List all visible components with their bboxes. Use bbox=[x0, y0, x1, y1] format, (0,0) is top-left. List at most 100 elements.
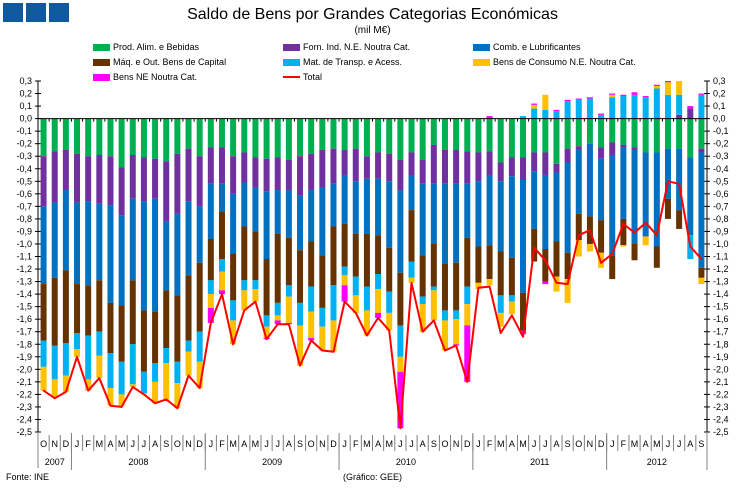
bar-segment bbox=[609, 142, 616, 155]
bar-segment bbox=[464, 286, 471, 305]
bar-segment bbox=[464, 325, 471, 382]
bar-segment bbox=[285, 285, 292, 297]
month-label: S bbox=[698, 439, 704, 449]
bar-segment bbox=[698, 118, 705, 149]
bar-segment bbox=[118, 167, 125, 216]
bar-segment bbox=[152, 118, 159, 159]
total-point bbox=[243, 309, 246, 312]
bar-segment bbox=[430, 243, 437, 287]
bar-segment bbox=[531, 171, 538, 229]
bar-segment bbox=[609, 93, 616, 95]
month-label: M bbox=[363, 439, 371, 449]
bar-segment bbox=[397, 325, 404, 357]
total-point bbox=[499, 332, 502, 334]
month-label: J bbox=[75, 439, 80, 449]
bar-segment bbox=[85, 285, 92, 336]
bar-segment bbox=[441, 149, 448, 184]
bar-segment bbox=[609, 255, 616, 280]
y-tick-label: -0,3 bbox=[16, 151, 32, 161]
bar-segment bbox=[263, 326, 270, 338]
bar-segment bbox=[218, 211, 225, 260]
bar-segment bbox=[497, 251, 504, 296]
bar-segment bbox=[642, 152, 649, 237]
bar-segment bbox=[698, 93, 705, 95]
total-point bbox=[455, 344, 457, 347]
y-tick-label: -1,0 bbox=[16, 239, 32, 249]
total-point bbox=[143, 393, 145, 396]
legend-label: Mat. de Transp. e Acess. bbox=[303, 57, 403, 67]
bar-segment bbox=[631, 243, 638, 261]
y-tick-label: -0,8 bbox=[16, 214, 32, 224]
bar-segment bbox=[430, 183, 437, 244]
bar-segment bbox=[653, 86, 660, 89]
bar-segment bbox=[352, 118, 359, 149]
legend-label: Comb. e Lubrificantes bbox=[493, 42, 581, 52]
legend-swatch bbox=[93, 58, 110, 66]
total-point bbox=[321, 349, 324, 352]
y-tick-label: -1,6 bbox=[713, 314, 729, 324]
bar-segment bbox=[386, 247, 393, 292]
bar-segment bbox=[107, 302, 114, 354]
bar-segment bbox=[653, 84, 660, 87]
bar-segment bbox=[241, 118, 248, 153]
month-label: A bbox=[241, 439, 247, 449]
bar-segment bbox=[185, 275, 192, 341]
bar-segment bbox=[252, 157, 259, 188]
bar-segment bbox=[297, 156, 304, 196]
total-point bbox=[65, 391, 67, 393]
total-point bbox=[377, 317, 379, 319]
bar-segment bbox=[564, 252, 571, 280]
bar-segment bbox=[330, 320, 337, 352]
legend-label: Máq. e Out. Bens de Capital bbox=[113, 57, 227, 67]
bar-segment bbox=[230, 300, 237, 321]
bar-segment bbox=[642, 118, 649, 153]
month-label: M bbox=[497, 439, 505, 449]
bar-segment bbox=[397, 190, 404, 273]
total-point bbox=[566, 283, 569, 285]
legend-item: Forn. Ind. N.E. Noutra Cat. bbox=[283, 42, 410, 52]
bar-segment bbox=[285, 118, 292, 160]
bar-segment bbox=[118, 305, 125, 362]
month-label: J bbox=[342, 439, 347, 449]
month-label: D bbox=[598, 439, 605, 449]
bar-segment bbox=[196, 118, 203, 157]
bar-segment bbox=[397, 272, 404, 326]
bar-segment bbox=[118, 361, 125, 395]
month-label: D bbox=[330, 439, 337, 449]
bar-segment bbox=[230, 253, 237, 301]
bar-segment bbox=[118, 215, 125, 306]
bar-segment bbox=[586, 97, 593, 99]
y-tick-label: -1,2 bbox=[713, 264, 729, 274]
bar-segment bbox=[642, 96, 649, 98]
bar-segment bbox=[386, 312, 393, 331]
bar-segment bbox=[241, 182, 248, 227]
bar-segment bbox=[252, 118, 259, 158]
total-point bbox=[187, 374, 190, 377]
bar-segment bbox=[497, 312, 504, 327]
bar-segment bbox=[207, 294, 214, 308]
bar-segment bbox=[297, 250, 304, 303]
bar-segment bbox=[274, 157, 281, 191]
month-label: M bbox=[96, 439, 104, 449]
bar-segment bbox=[96, 118, 103, 155]
y-tick-label: 0,2 bbox=[713, 89, 726, 99]
bar-segment bbox=[308, 118, 315, 154]
bar-segment bbox=[285, 159, 292, 191]
bar-segment bbox=[308, 337, 315, 341]
month-label: M bbox=[229, 439, 237, 449]
bar-segment bbox=[341, 175, 348, 224]
year-label: 2012 bbox=[647, 457, 667, 467]
bar-segment bbox=[62, 190, 69, 271]
bar-segment bbox=[453, 183, 460, 263]
total-point bbox=[288, 323, 290, 325]
bar-segment bbox=[241, 280, 248, 291]
bar-segment bbox=[207, 118, 214, 148]
month-label: J bbox=[666, 439, 671, 449]
bar-segment bbox=[542, 248, 549, 282]
y-tick-label: -2,2 bbox=[713, 389, 729, 399]
y-tick-label: 0,2 bbox=[19, 89, 32, 99]
bar-segment bbox=[553, 109, 560, 112]
bar-segment bbox=[218, 259, 225, 272]
month-label: N bbox=[587, 439, 594, 449]
bar-segment bbox=[263, 158, 270, 192]
